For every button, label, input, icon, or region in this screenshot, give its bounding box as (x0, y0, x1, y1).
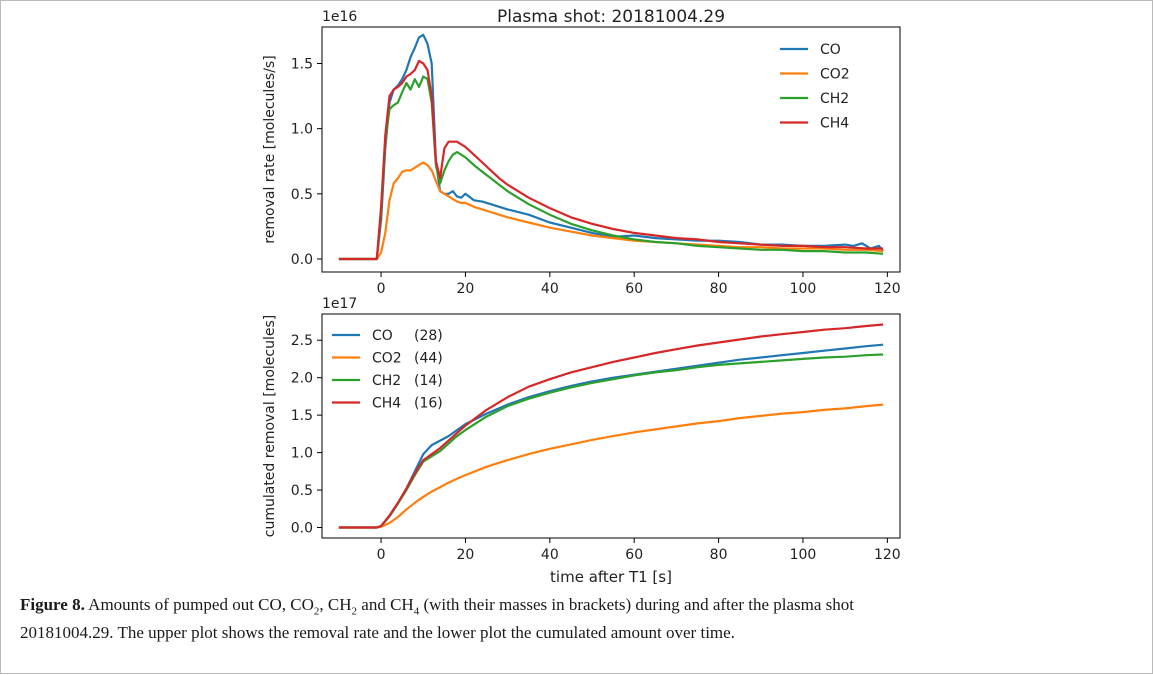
caption-text-2: , CH (319, 595, 352, 614)
caption-text-4: (with their masses in brackets) during a… (419, 595, 854, 614)
y-tick-label: 1.0 (291, 446, 313, 462)
x-tick-label: 80 (710, 547, 728, 563)
y-offset-label: 1e17 (322, 296, 357, 312)
figure-caption: Figure 8. Amounts of pumped out CO, CO2,… (20, 594, 1130, 644)
y-tick-label: 2.0 (291, 371, 313, 387)
x-tick-label: 40 (541, 547, 559, 563)
x-tick-label: 80 (710, 281, 728, 297)
legend-mass-ch2: (14) (414, 373, 443, 389)
y-tick-label: 1.5 (291, 56, 313, 72)
y-tick-label: 0.5 (291, 187, 313, 203)
cumulated-removal-plot: 0 20 40 60 80 100 120 0.0 0.5 1.0 1.5 2.0 2.5 1e17 cum… (262, 296, 901, 586)
caption-label: Figure 8. (20, 595, 85, 614)
caption-sub-2: 2 (351, 605, 358, 618)
x-tick-label: 0 (377, 547, 386, 563)
x-tick-label: 20 (457, 547, 475, 563)
y-offset-label: 1e16 (322, 9, 357, 25)
y-tick-label: 0.0 (291, 521, 313, 537)
caption-line-2: 20181004.29. The upper plot shows the re… (20, 623, 735, 643)
x-tick-label: 100 (790, 281, 817, 297)
legend-label-co2: CO2 (820, 67, 850, 83)
axes-frame (321, 26, 901, 273)
y-tick-label: 2.5 (291, 333, 313, 349)
axes-frame (321, 313, 901, 539)
legend-label-co: CO (372, 328, 393, 344)
legend-label-ch2: CH2 (820, 91, 849, 107)
caption-text-3: and CH (357, 595, 414, 614)
y-axis-label: removal rate [molecules/s] (262, 55, 278, 243)
removal-rate-plot: 0 20 40 60 80 100 120 0.0 0.5 1.0 1.5 1e16 Plasma sh… (262, 7, 901, 297)
series-line-co (338, 33, 884, 261)
y-tick-label: 1.0 (291, 122, 313, 138)
legend: CO CO2 CH2 CH4 (780, 42, 850, 132)
legend-label-ch4: CH4 (820, 116, 849, 132)
series-group (338, 33, 884, 261)
x-axis-label: time after T1 [s] (550, 568, 672, 586)
series-line-co2 (338, 161, 884, 261)
x-tick-label: 0 (377, 281, 386, 297)
series-group (338, 323, 884, 529)
caption-text-1: Amounts of pumped out CO, CO (84, 595, 314, 614)
figure-canvas: 0 20 40 60 80 100 120 0.0 0.5 1.0 1.5 1e16 Plasma sh… (262, 7, 901, 586)
chart-title: Plasma shot: 20181004.29 (497, 7, 725, 27)
legend-mass-ch4: (16) (414, 396, 443, 412)
x-tick-label: 60 (625, 281, 643, 297)
y-tick-label: 0.0 (291, 252, 313, 268)
x-tick-label: 40 (541, 281, 559, 297)
series-line-co2 (338, 403, 884, 529)
x-tick-label: 100 (790, 547, 817, 563)
x-tick-label: 120 (874, 547, 901, 563)
x-tick-label: 20 (457, 281, 475, 297)
legend-mass-co2: (44) (414, 351, 443, 367)
y-tick-label: 0.5 (291, 483, 313, 499)
y-axis-label: cumulated removal [molecules] (262, 315, 278, 537)
series-line-ch4 (338, 59, 884, 261)
caption-sub-3: 4 (413, 605, 420, 618)
y-tick-label: 1.5 (291, 408, 313, 424)
frame-top-line (0, 0, 1153, 1)
legend-label-co2: CO2 (372, 351, 402, 367)
legend-label-ch4: CH4 (372, 396, 401, 412)
legend-mass-co: (28) (414, 328, 443, 344)
series-line-ch4 (338, 323, 884, 529)
legend-label-co: CO (820, 42, 841, 58)
legend-label-ch2: CH2 (372, 373, 401, 389)
series-line-ch2 (338, 75, 884, 261)
x-tick-label: 60 (625, 547, 643, 563)
x-tick-label: 120 (874, 281, 901, 297)
caption-sub-1: 2 (313, 605, 320, 618)
legend: CO (28) CO2 (44) CH2 (14) CH4 (16) (332, 328, 443, 412)
